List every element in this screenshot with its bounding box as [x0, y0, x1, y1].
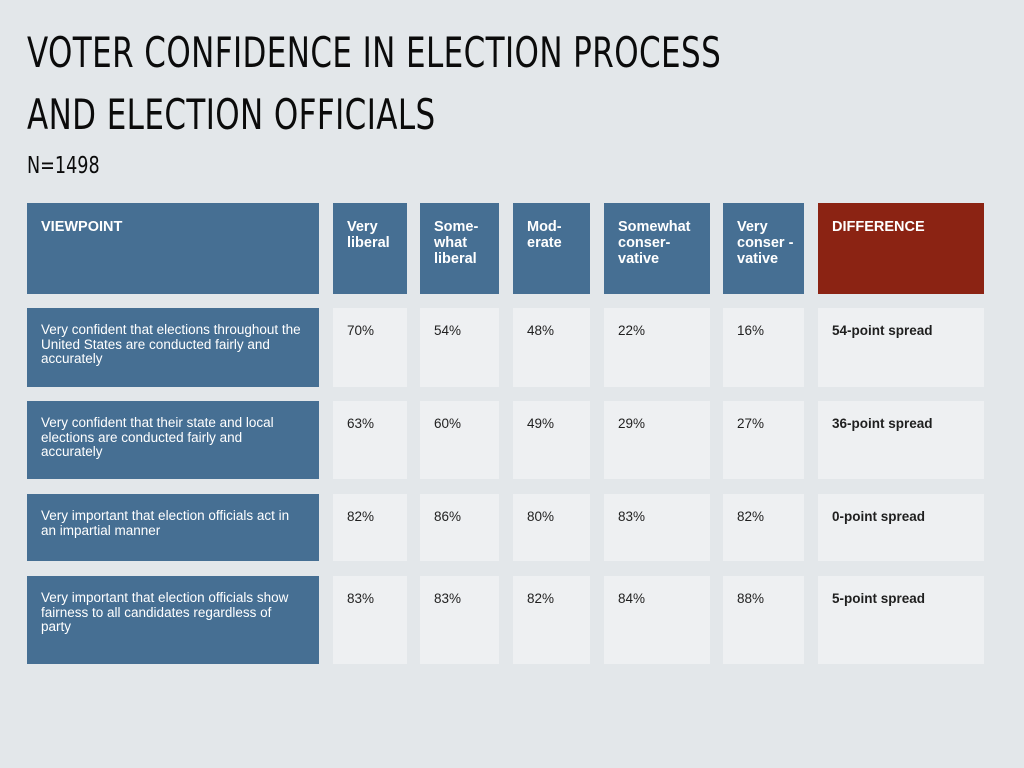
value-cell: 29%: [604, 401, 710, 479]
header-viewpoint: VIEWPOINT: [27, 203, 319, 294]
difference-cell: 36-point spread: [818, 401, 984, 479]
value-cell: 63%: [333, 401, 407, 479]
sample-size: N=1498: [27, 153, 100, 179]
column-header: Somewhat conser-vative: [604, 203, 710, 294]
row-label: Very important that election officials a…: [27, 494, 319, 561]
value-cell: 80%: [513, 494, 590, 561]
value-cell: 82%: [513, 576, 590, 664]
difference-cell: 54-point spread: [818, 308, 984, 387]
row-label: Very confident that their state and loca…: [27, 401, 319, 479]
value-cell: 70%: [333, 308, 407, 387]
value-cell: 82%: [723, 494, 804, 561]
value-cell: 16%: [723, 308, 804, 387]
header-difference: DIFFERENCE: [818, 203, 984, 294]
value-cell: 83%: [333, 576, 407, 664]
value-cell: 48%: [513, 308, 590, 387]
value-cell: 84%: [604, 576, 710, 664]
difference-cell: 5-point spread: [818, 576, 984, 664]
value-cell: 83%: [604, 494, 710, 561]
value-cell: 88%: [723, 576, 804, 664]
value-cell: 82%: [333, 494, 407, 561]
value-cell: 27%: [723, 401, 804, 479]
value-cell: 60%: [420, 401, 499, 479]
value-cell: 86%: [420, 494, 499, 561]
column-header: Mod-erate: [513, 203, 590, 294]
column-header: Very liberal: [333, 203, 407, 294]
chart-title: VOTER CONFIDENCE IN ELECTION PROCESS AND…: [27, 28, 722, 139]
value-cell: 49%: [513, 401, 590, 479]
column-header: Very conser -vative: [723, 203, 804, 294]
value-cell: 83%: [420, 576, 499, 664]
row-label: Very confident that elections throughout…: [27, 308, 319, 387]
column-header: Some-what liberal: [420, 203, 499, 294]
row-label: Very important that election officials s…: [27, 576, 319, 664]
value-cell: 54%: [420, 308, 499, 387]
difference-cell: 0-point spread: [818, 494, 984, 561]
value-cell: 22%: [604, 308, 710, 387]
